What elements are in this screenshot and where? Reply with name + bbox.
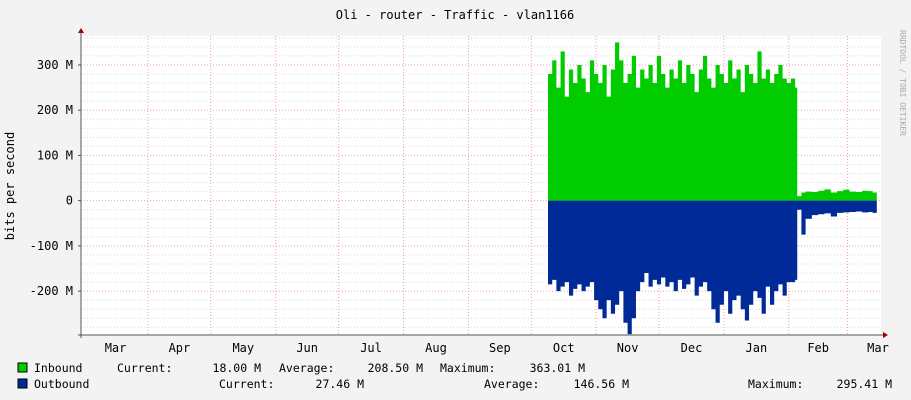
y-tick-label: 200 M (37, 103, 73, 117)
outbound-average-value: 146.56 M (574, 377, 629, 391)
x-tick-label: Jun (296, 341, 318, 355)
area-inbound (548, 42, 877, 201)
y-tick-label: 100 M (37, 148, 73, 162)
x-tick-label: Sep (489, 341, 511, 355)
y-tick-label: 300 M (37, 58, 73, 72)
y-tick-label: -200 M (30, 284, 73, 298)
x-tick-labels: Mar Apr May Jun Jul Aug Sep Oct Nov Dec Jan Feb Mar (105, 341, 889, 355)
x-axis-arrow (883, 332, 888, 338)
series-areas (548, 42, 877, 335)
outbound-current-value: 27.46 M (316, 377, 365, 391)
chart-title: Oli - router - Traffic - vlan1166 (336, 8, 574, 22)
x-tick-label: Mar (105, 341, 127, 355)
outbound-maximum-label: Maximum: (748, 377, 803, 391)
outbound-average-label: Average: (484, 377, 539, 391)
legend-label-outbound: Outbound (34, 377, 89, 391)
y-axis-label: bits per second (3, 132, 17, 240)
y-axis-arrow (78, 28, 84, 33)
y-tick-label: -100 M (30, 239, 73, 253)
legend-outbound: Outbound Current: 27.46 M Average: 146.5… (17, 377, 892, 391)
legend-inbound: Inbound Current: 18.00 M Average: 208.50… (17, 361, 585, 375)
watermark: RRDTOOL / TOBI OETIKER (898, 30, 907, 136)
x-tick-label: Jan (746, 341, 768, 355)
x-tick-label: Apr (169, 341, 191, 355)
legend: Inbound Current: 18.00 M Average: 208.50… (17, 361, 892, 391)
axes (78, 28, 888, 338)
legend-swatch-outbound (17, 378, 28, 389)
inbound-current-label: Current: (117, 361, 172, 375)
inbound-maximum-value: 363.01 M (530, 361, 585, 375)
inbound-maximum-label: Maximum: (440, 361, 495, 375)
legend-label-inbound: Inbound (34, 361, 82, 375)
x-tick-label: Aug (425, 341, 447, 355)
x-tick-label: Mar (867, 341, 889, 355)
outbound-current-label: Current: (219, 377, 274, 391)
inbound-current-value: 18.00 M (213, 361, 262, 375)
area-outbound (548, 200, 877, 335)
x-tick-label: Oct (553, 341, 575, 355)
y-tick-label: 0 (66, 194, 73, 208)
x-tick-label: May (232, 341, 254, 355)
x-tick-label: Feb (807, 341, 829, 355)
outbound-maximum-value: 295.41 M (837, 377, 892, 391)
x-tick-label: Nov (617, 341, 639, 355)
y-tick-labels: 300 M 200 M 100 M 0 -100 M -200 M (30, 58, 81, 298)
inbound-average-label: Average: (279, 361, 334, 375)
legend-swatch-inbound (17, 362, 28, 373)
x-tick-label: Dec (681, 341, 703, 355)
x-tick-label: Jul (360, 341, 382, 355)
inbound-average-value: 208.50 M (368, 361, 423, 375)
